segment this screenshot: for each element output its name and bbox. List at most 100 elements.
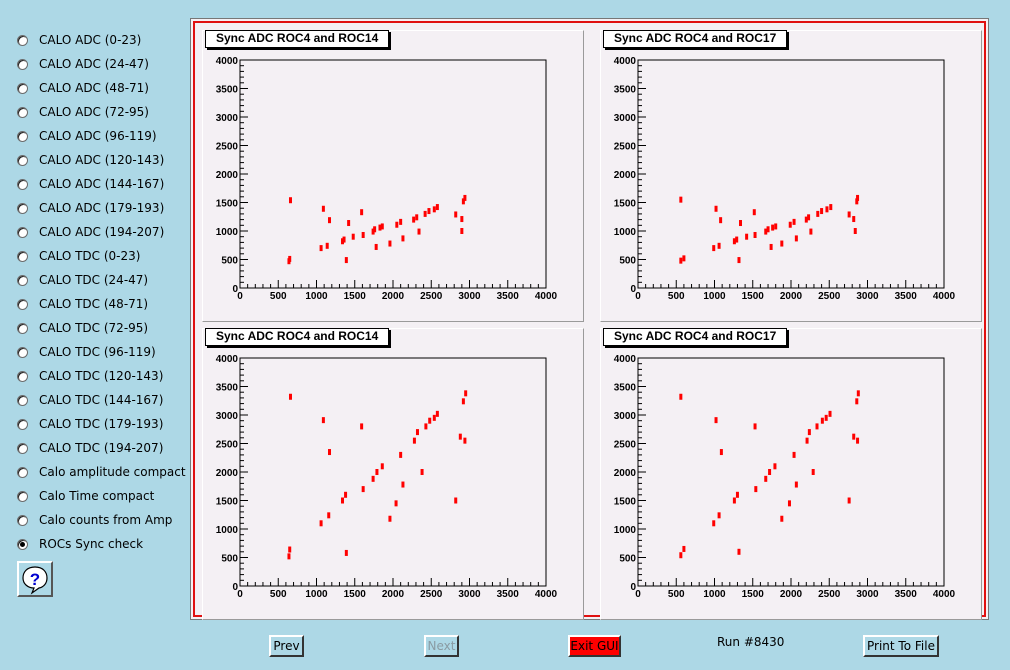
data-point xyxy=(766,226,770,233)
data-point xyxy=(712,245,716,252)
radio-option[interactable]: CALO ADC (72-95) xyxy=(17,102,149,122)
radio-button[interactable] xyxy=(17,442,28,454)
y-tick-label: 1000 xyxy=(216,525,239,536)
data-point xyxy=(847,497,851,504)
radio-button[interactable] xyxy=(17,82,28,94)
data-point xyxy=(399,218,403,225)
radio-button[interactable] xyxy=(17,274,28,286)
radio-option[interactable]: CALO ADC (48-71) xyxy=(17,78,149,98)
radio-button[interactable] xyxy=(17,178,28,190)
x-tick-label: 3000 xyxy=(458,291,481,302)
plot-pad[interactable]: Sync ADC ROC4 and ROC14 0 500 1000 1500 2000… xyxy=(202,328,584,620)
y-tick-label: 0 xyxy=(630,284,636,295)
radio-button[interactable] xyxy=(17,346,28,358)
radio-button[interactable] xyxy=(17,394,28,406)
radio-button[interactable] xyxy=(17,202,28,214)
data-point xyxy=(360,209,364,216)
radio-option[interactable]: CALO TDC (179-193) xyxy=(17,414,163,434)
data-point xyxy=(753,231,757,238)
x-tick-label: 1500 xyxy=(742,291,765,302)
data-point xyxy=(401,481,405,488)
data-point xyxy=(792,218,796,225)
plot-canvas[interactable]: Sync ADC ROC4 and ROC14 0 500 1000 1500 2000… xyxy=(193,21,986,620)
run-number-label: Run #8430 xyxy=(717,635,785,649)
data-point xyxy=(463,437,467,444)
help-button[interactable]: ? xyxy=(17,561,53,597)
radio-option[interactable]: CALO ADC (144-167) xyxy=(17,174,164,194)
data-point xyxy=(351,233,355,240)
plot-title: Sync ADC ROC4 and ROC14 xyxy=(205,328,390,346)
data-point xyxy=(773,463,777,470)
radio-label: CALO TDC (0-23) xyxy=(39,249,141,263)
y-tick-label: 2000 xyxy=(216,468,239,479)
data-point xyxy=(435,410,439,417)
plot-pad[interactable]: Sync ADC ROC4 and ROC17 0 500 1000 1500 2000… xyxy=(600,30,982,322)
radio-button[interactable] xyxy=(17,250,28,262)
data-point xyxy=(774,223,778,230)
radio-button[interactable] xyxy=(17,418,28,430)
radio-button[interactable] xyxy=(17,538,28,550)
x-tick-label: 500 xyxy=(270,589,287,600)
radio-button[interactable] xyxy=(17,514,28,526)
data-point xyxy=(435,204,439,211)
radio-option[interactable]: CALO TDC (0-23) xyxy=(17,246,140,266)
radio-option[interactable]: CALO ADC (96-119) xyxy=(17,126,157,146)
plot-pad[interactable]: Sync ADC ROC4 and ROC14 0 500 1000 1500 2000… xyxy=(202,30,584,322)
radio-option[interactable]: CALO ADC (0-23) xyxy=(17,30,141,50)
radio-option[interactable]: Calo amplitude compact xyxy=(17,462,186,482)
x-tick-label: 4000 xyxy=(535,589,558,600)
data-point xyxy=(395,221,399,228)
plot-pad[interactable]: Sync ADC ROC4 and ROC17 0 500 1000 1500 2000… xyxy=(600,328,982,620)
radio-option[interactable]: CALO ADC (120-143) xyxy=(17,150,164,170)
data-point xyxy=(319,245,323,252)
data-point xyxy=(852,216,856,223)
data-point xyxy=(732,238,736,245)
radio-option[interactable]: CALO ADC (24-47) xyxy=(17,54,149,74)
radio-option[interactable]: CALO TDC (194-207) xyxy=(17,438,163,458)
radio-button[interactable] xyxy=(17,370,28,382)
radio-button[interactable] xyxy=(17,58,28,70)
x-tick-label: 1000 xyxy=(703,589,726,600)
radio-button[interactable] xyxy=(17,130,28,142)
radio-label: CALO TDC (194-207) xyxy=(39,441,164,455)
radio-button[interactable] xyxy=(17,298,28,310)
x-tick-label: 0 xyxy=(635,291,641,302)
data-point xyxy=(856,194,860,201)
x-tick-label: 500 xyxy=(668,589,685,600)
radio-button[interactable] xyxy=(17,154,28,166)
radio-button[interactable] xyxy=(17,34,28,46)
plot-frame xyxy=(637,357,945,587)
scatter-plot: 0 500 1000 1500 2000 2500 3000 3500 4000 0 500 1000… xyxy=(614,354,956,600)
data-point xyxy=(739,220,743,227)
radio-button[interactable] xyxy=(17,490,28,502)
x-tick-label: 3000 xyxy=(856,589,879,600)
y-tick-label: 3500 xyxy=(614,383,637,394)
radio-option[interactable]: CALO TDC (48-71) xyxy=(17,294,148,314)
data-point xyxy=(360,423,364,430)
radio-option[interactable]: CALO TDC (144-167) xyxy=(17,390,163,410)
radio-option[interactable]: CALO TDC (24-47) xyxy=(17,270,148,290)
radio-label: CALO ADC (120-143) xyxy=(39,153,165,167)
radio-option[interactable]: CALO ADC (179-193) xyxy=(17,198,164,218)
prev-button[interactable]: Prev xyxy=(269,635,304,657)
data-point xyxy=(415,429,419,436)
y-tick-label: 1500 xyxy=(614,199,637,210)
radio-button[interactable] xyxy=(17,322,28,334)
radio-option[interactable]: CALO TDC (96-119) xyxy=(17,342,156,362)
y-tick-label: 4000 xyxy=(614,354,637,365)
radio-option[interactable]: Calo Time compact xyxy=(17,486,154,506)
exit-gui-button[interactable]: Exit GUI xyxy=(568,635,621,657)
y-tick-label: 1500 xyxy=(216,497,239,508)
x-tick-label: 3500 xyxy=(895,291,918,302)
radio-option[interactable]: ROCs Sync check xyxy=(17,534,143,554)
radio-option[interactable]: CALO ADC (194-207) xyxy=(17,222,164,242)
radio-option[interactable]: Calo counts from Amp xyxy=(17,510,172,530)
y-tick-label: 2000 xyxy=(614,468,637,479)
next-button[interactable]: Next xyxy=(424,635,459,657)
print-to-file-button[interactable]: Print To File xyxy=(863,635,939,657)
radio-button[interactable] xyxy=(17,226,28,238)
radio-button[interactable] xyxy=(17,106,28,118)
radio-option[interactable]: CALO TDC (72-95) xyxy=(17,318,148,338)
radio-option[interactable]: CALO TDC (120-143) xyxy=(17,366,163,386)
radio-button[interactable] xyxy=(17,466,28,478)
